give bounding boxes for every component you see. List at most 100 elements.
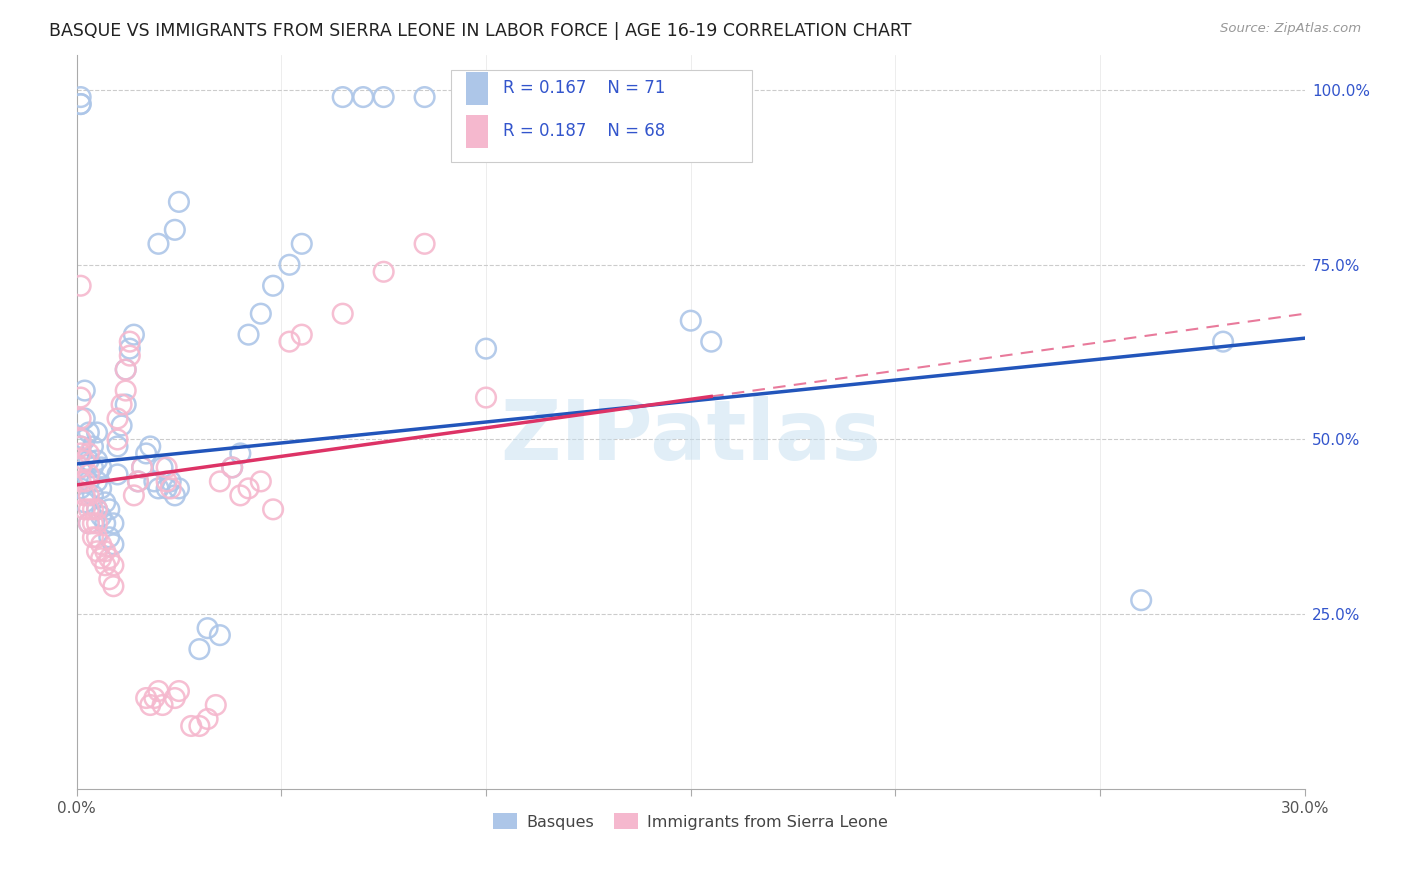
Point	[163, 691, 186, 706]
Point	[98, 502, 121, 516]
Point	[197, 712, 219, 726]
Point	[73, 433, 96, 447]
Point	[139, 440, 162, 454]
Point	[156, 475, 179, 489]
Point	[159, 475, 181, 489]
Text: R = 0.167    N = 71: R = 0.167 N = 71	[503, 79, 665, 97]
Point	[167, 194, 190, 209]
Point	[148, 236, 170, 251]
Point	[82, 460, 104, 475]
Point	[90, 482, 112, 496]
Point	[82, 530, 104, 544]
Point	[250, 475, 273, 489]
Point	[107, 467, 129, 482]
Point	[77, 516, 100, 531]
Point	[73, 495, 96, 509]
Point	[122, 488, 145, 502]
Point	[77, 516, 100, 531]
Point	[332, 307, 354, 321]
Point	[94, 495, 117, 509]
Point	[110, 398, 132, 412]
Point	[131, 460, 153, 475]
Point	[135, 446, 157, 460]
Point	[163, 488, 186, 502]
Point	[110, 418, 132, 433]
Point	[69, 90, 91, 104]
Point	[69, 278, 91, 293]
Point	[73, 488, 96, 502]
Text: ZIPatlas: ZIPatlas	[501, 396, 882, 477]
Point	[122, 327, 145, 342]
Point	[98, 572, 121, 586]
Point	[86, 544, 108, 558]
Point	[250, 307, 273, 321]
Point	[413, 236, 436, 251]
Point	[352, 90, 374, 104]
Point	[107, 433, 129, 447]
Point	[90, 537, 112, 551]
Point	[238, 482, 260, 496]
Point	[90, 551, 112, 566]
Point	[229, 446, 252, 460]
Point	[69, 460, 91, 475]
Legend: Basques, Immigrants from Sierra Leone: Basques, Immigrants from Sierra Leone	[486, 806, 894, 836]
Point	[221, 460, 243, 475]
Point	[291, 327, 314, 342]
Point	[114, 384, 136, 398]
Point	[94, 516, 117, 531]
Point	[127, 475, 149, 489]
Point	[86, 530, 108, 544]
Point	[98, 551, 121, 566]
Point	[148, 684, 170, 698]
Point	[69, 475, 91, 489]
Point	[152, 698, 174, 712]
Text: R = 0.187    N = 68: R = 0.187 N = 68	[503, 122, 665, 140]
Point	[90, 509, 112, 524]
Point	[86, 425, 108, 440]
Point	[180, 719, 202, 733]
Point	[69, 482, 91, 496]
FancyBboxPatch shape	[451, 70, 752, 161]
Point	[94, 558, 117, 573]
Point	[197, 621, 219, 635]
Point	[77, 502, 100, 516]
Point	[114, 362, 136, 376]
Bar	[465, 115, 488, 148]
Point	[69, 460, 91, 475]
Point	[188, 642, 211, 657]
Point	[114, 398, 136, 412]
Point	[163, 223, 186, 237]
Point	[118, 334, 141, 349]
Point	[82, 516, 104, 531]
Point	[118, 342, 141, 356]
Point	[86, 502, 108, 516]
Point	[238, 327, 260, 342]
Point	[152, 460, 174, 475]
Point	[156, 482, 179, 496]
Point	[98, 530, 121, 544]
Point	[103, 558, 125, 573]
Point	[373, 90, 395, 104]
Point	[69, 433, 91, 447]
Point	[127, 475, 149, 489]
Point	[82, 502, 104, 516]
Point	[82, 440, 104, 454]
Point	[475, 342, 498, 356]
Point	[332, 90, 354, 104]
Point	[73, 453, 96, 467]
Point	[373, 265, 395, 279]
Point	[229, 488, 252, 502]
Point	[94, 544, 117, 558]
Point	[77, 425, 100, 440]
Point	[77, 467, 100, 482]
Point	[103, 579, 125, 593]
Point	[86, 453, 108, 467]
Point	[208, 475, 231, 489]
Point	[135, 691, 157, 706]
Point	[90, 460, 112, 475]
Point	[1130, 593, 1153, 607]
Text: BASQUE VS IMMIGRANTS FROM SIERRA LEONE IN LABOR FORCE | AGE 16-19 CORRELATION CH: BASQUE VS IMMIGRANTS FROM SIERRA LEONE I…	[49, 22, 911, 40]
Point	[107, 440, 129, 454]
Point	[82, 488, 104, 502]
Point	[69, 446, 91, 460]
